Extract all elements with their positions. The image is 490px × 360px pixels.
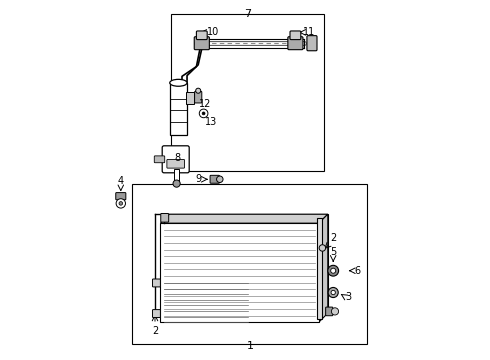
Polygon shape	[319, 214, 328, 322]
FancyBboxPatch shape	[152, 310, 160, 318]
Text: 11: 11	[303, 27, 315, 37]
FancyBboxPatch shape	[288, 37, 303, 50]
FancyBboxPatch shape	[194, 37, 209, 50]
Text: 2: 2	[330, 233, 337, 243]
Circle shape	[116, 199, 125, 208]
Bar	[170, 83, 187, 135]
Circle shape	[328, 265, 339, 276]
Text: 8: 8	[174, 153, 180, 163]
Circle shape	[328, 287, 338, 297]
FancyBboxPatch shape	[161, 213, 169, 222]
FancyBboxPatch shape	[162, 146, 189, 173]
Text: 1: 1	[247, 341, 254, 351]
Polygon shape	[160, 214, 328, 223]
FancyBboxPatch shape	[195, 91, 202, 103]
Text: 13: 13	[205, 117, 218, 127]
Text: 9: 9	[196, 174, 202, 184]
FancyBboxPatch shape	[196, 31, 207, 40]
Bar	[186, 92, 194, 104]
Text: 3: 3	[345, 292, 351, 302]
FancyBboxPatch shape	[326, 307, 333, 316]
Circle shape	[199, 109, 208, 118]
Circle shape	[173, 180, 180, 187]
FancyBboxPatch shape	[167, 159, 185, 168]
Circle shape	[331, 290, 335, 294]
Circle shape	[331, 268, 336, 273]
FancyBboxPatch shape	[290, 31, 301, 40]
FancyBboxPatch shape	[152, 279, 160, 287]
Bar	[174, 169, 179, 182]
Circle shape	[331, 308, 339, 315]
Ellipse shape	[170, 79, 187, 86]
FancyBboxPatch shape	[154, 156, 165, 163]
Bar	[171, 14, 324, 171]
Text: 5: 5	[330, 247, 336, 257]
FancyBboxPatch shape	[210, 175, 220, 183]
Circle shape	[319, 245, 326, 251]
Circle shape	[196, 88, 201, 93]
FancyBboxPatch shape	[116, 193, 126, 200]
Text: 12: 12	[199, 99, 212, 109]
Text: 6: 6	[354, 266, 360, 276]
Text: 4: 4	[118, 176, 124, 186]
Text: 10: 10	[206, 27, 219, 37]
Bar	[132, 184, 368, 344]
Circle shape	[202, 112, 205, 115]
Text: 2: 2	[152, 326, 158, 336]
Polygon shape	[170, 214, 328, 313]
Circle shape	[119, 202, 122, 205]
Bar	[317, 218, 322, 319]
Text: 7: 7	[245, 9, 251, 19]
Polygon shape	[160, 223, 319, 322]
Circle shape	[217, 176, 223, 183]
FancyBboxPatch shape	[307, 36, 317, 51]
